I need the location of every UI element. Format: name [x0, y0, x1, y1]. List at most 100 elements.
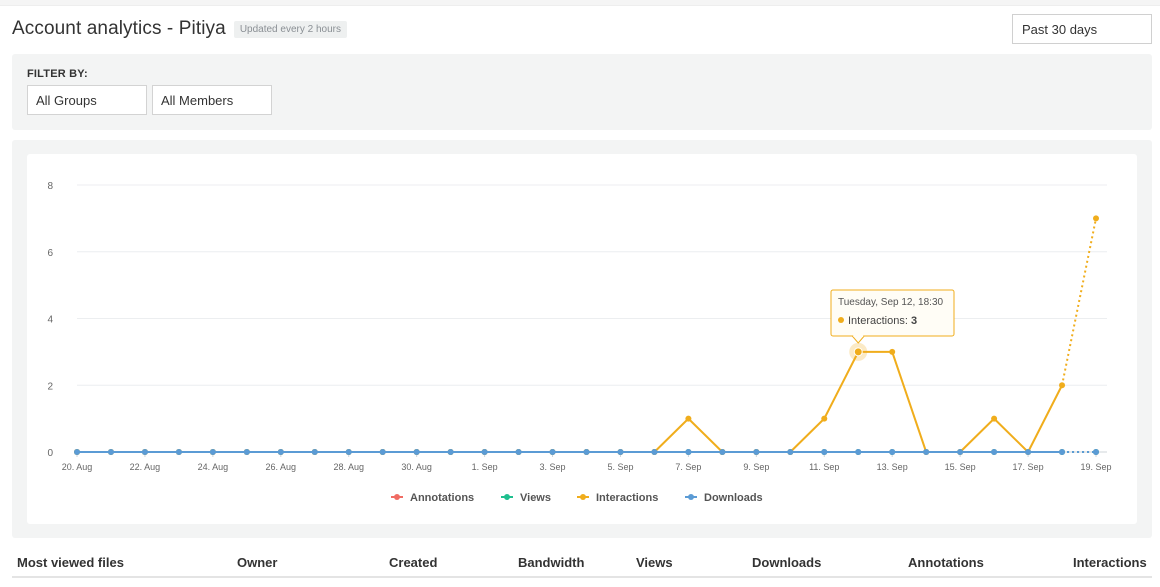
data-point — [1059, 449, 1066, 455]
column-owner[interactable]: Owner — [237, 555, 278, 570]
data-point — [447, 449, 454, 455]
data-point — [617, 449, 624, 455]
legend-marker — [580, 494, 586, 500]
filter-panel: FILTER BY: All Groups All Members — [12, 54, 1152, 130]
members-select[interactable]: All Members — [152, 85, 272, 115]
x-tick-label: 17. Sep — [1013, 462, 1044, 472]
legend-label: Views — [520, 492, 551, 504]
files-table-header: Most viewed files Owner Created Bandwidt… — [12, 550, 1152, 578]
tooltip-series-label: Interactions: 3 — [848, 315, 917, 327]
y-tick-label: 0 — [47, 448, 53, 459]
x-tick-label: 22. Aug — [130, 462, 161, 472]
column-views[interactable]: Views — [636, 555, 673, 570]
y-tick-label: 8 — [47, 181, 53, 192]
data-point — [413, 449, 420, 455]
tooltip-value: 3 — [911, 315, 917, 327]
x-tick-label: 11. Sep — [809, 462, 839, 472]
chart-tooltip: Tuesday, Sep 12, 18:30 Interactions: 3 — [830, 289, 955, 344]
x-tick-label: 24. Aug — [198, 462, 229, 472]
tooltip-box — [830, 289, 955, 337]
data-point — [141, 449, 148, 455]
analytics-line-chart: 0 2 4 6 8 20. Aug 22. Aug 24. Aug 26. Aug 28. Aug… — [47, 181, 1111, 504]
data-point — [889, 449, 896, 455]
column-created[interactable]: Created — [389, 555, 438, 570]
data-point — [209, 449, 216, 455]
legend-label: Interactions — [596, 492, 658, 504]
tooltip-date: Tuesday, Sep 12, 18:30 — [838, 297, 944, 308]
legend-marker — [394, 494, 400, 500]
tooltip-pointer — [851, 335, 866, 344]
legend-item-annotations[interactable]: Annotations — [391, 492, 474, 504]
data-point — [277, 449, 284, 455]
data-point — [1093, 449, 1099, 455]
chart-card: 0 2 4 6 8 20. Aug 22. Aug 24. Aug 26. Aug 28. Aug… — [27, 154, 1137, 524]
series-line-interactions — [77, 350, 1063, 453]
data-point — [175, 449, 182, 455]
legend-item-interactions[interactable]: Interactions — [577, 492, 658, 504]
data-point — [549, 449, 556, 455]
column-bandwidth[interactable]: Bandwidth — [518, 555, 585, 570]
x-tick-label: 30. Aug — [401, 462, 432, 472]
data-point — [991, 449, 998, 455]
data-point — [243, 449, 250, 455]
data-point — [855, 449, 862, 455]
data-point — [821, 449, 828, 455]
data-point — [889, 348, 896, 355]
groups-select[interactable]: All Groups — [27, 85, 147, 115]
top-strip — [0, 0, 1160, 6]
data-point — [1093, 215, 1099, 222]
x-tick-label: 1. Sep — [472, 462, 498, 472]
data-point — [719, 449, 726, 455]
series-downloads — [74, 449, 1099, 455]
data-point — [991, 415, 998, 422]
data-point — [821, 415, 828, 422]
x-tick-label: 19. Sep — [1080, 462, 1111, 472]
x-tick-label: 28. Aug — [333, 462, 364, 472]
x-tick-label: 26. Aug — [266, 462, 297, 472]
column-downloads[interactable]: Downloads — [752, 555, 822, 570]
legend-marker — [688, 494, 694, 500]
data-point — [685, 449, 692, 455]
x-tick-label: 20. Aug — [62, 462, 93, 472]
y-tick-label: 2 — [47, 381, 53, 392]
filter-label: FILTER BY: — [27, 68, 88, 80]
data-point — [481, 449, 488, 455]
x-tick-label: 5. Sep — [607, 462, 633, 472]
y-tick-label: 4 — [47, 315, 53, 326]
column-annotations[interactable]: Annotations — [908, 555, 984, 570]
data-point — [1025, 449, 1032, 455]
update-frequency-badge: Updated every 2 hours — [233, 20, 347, 38]
legend-item-views[interactable]: Views — [501, 492, 551, 504]
data-point — [685, 415, 692, 422]
legend-marker — [504, 494, 510, 500]
page-title: Account analytics - Pitiya — [12, 18, 226, 39]
x-tick-label: 13. Sep — [877, 462, 908, 472]
column-interactions[interactable]: Interactions — [1073, 555, 1147, 570]
x-tick-label: 15. Sep — [945, 462, 976, 472]
data-point — [74, 449, 80, 455]
page-header: Account analytics - Pitiya Updated every… — [12, 18, 347, 40]
data-point — [787, 449, 794, 455]
data-point — [753, 449, 760, 455]
data-point — [1059, 382, 1066, 389]
y-tick-label: 6 — [47, 248, 53, 259]
x-tick-label: 9. Sep — [743, 462, 769, 472]
data-point — [515, 449, 522, 455]
chart-panel: 0 2 4 6 8 20. Aug 22. Aug 24. Aug 26. Aug 28. Aug… — [12, 140, 1152, 538]
series-projection-interactions — [1061, 218, 1097, 386]
data-point — [583, 449, 590, 455]
data-point — [957, 449, 964, 455]
legend-label: Downloads — [704, 492, 763, 504]
data-point — [651, 449, 658, 455]
tooltip-series-dot — [838, 317, 844, 323]
date-range-select[interactable]: Past 30 days — [1012, 14, 1152, 44]
column-most-viewed-files[interactable]: Most viewed files — [17, 555, 124, 570]
hover-point — [853, 347, 863, 357]
data-point — [107, 449, 114, 455]
x-tick-label: 7. Sep — [675, 462, 701, 472]
data-point — [345, 449, 352, 455]
legend-item-downloads[interactable]: Downloads — [685, 492, 763, 504]
x-tick-label: 3. Sep — [540, 462, 566, 472]
legend-label: Annotations — [410, 492, 474, 504]
data-point — [923, 449, 930, 455]
